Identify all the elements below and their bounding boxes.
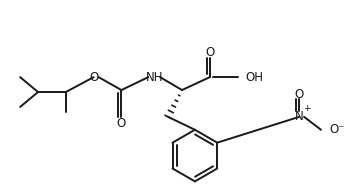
Text: N: N (295, 110, 303, 123)
Text: +: + (303, 104, 311, 113)
Text: O: O (117, 117, 126, 130)
Text: OH: OH (245, 71, 264, 84)
Text: O: O (89, 71, 98, 84)
Text: NH: NH (146, 71, 163, 84)
Text: O: O (205, 46, 214, 59)
Text: O⁻: O⁻ (329, 123, 344, 136)
Text: O: O (295, 87, 304, 100)
